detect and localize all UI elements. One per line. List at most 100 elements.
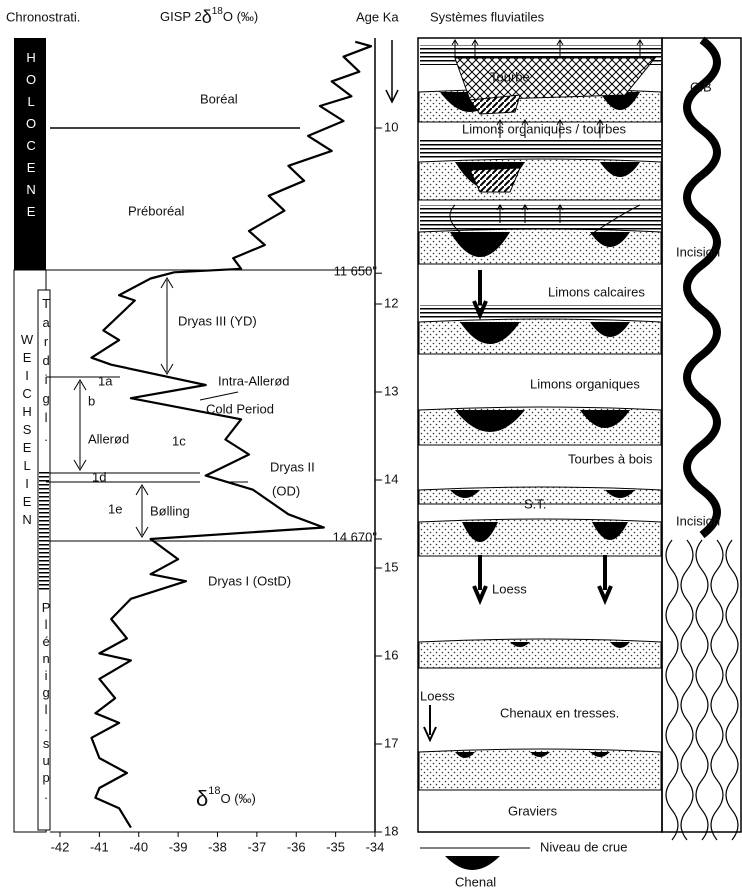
x-tick-label: -35 xyxy=(326,839,345,854)
period-label: Dryas III (YD) xyxy=(178,313,257,328)
fluvial-label: Graviers xyxy=(508,803,558,818)
period-label: Dryas I (OstD) xyxy=(208,573,291,588)
legend-flood: Niveau de crue xyxy=(540,839,627,854)
y-tick-label: 14 670" xyxy=(333,529,378,544)
planform-label: C.B xyxy=(690,79,712,94)
header-age: Age Ka xyxy=(356,9,399,24)
pleniglaciaire-label: Plénigl.sup. xyxy=(39,600,54,804)
channel xyxy=(600,92,640,110)
header-chronostrat: Chronostrati. xyxy=(6,9,80,24)
period-label: Dryas II xyxy=(270,459,315,474)
xlabel-rest: O (‰) xyxy=(221,791,256,806)
period-label: (OD) xyxy=(272,483,300,498)
aggradation-arrow xyxy=(496,119,504,138)
period-label: Bølling xyxy=(150,503,190,518)
stratified-layer xyxy=(420,305,661,320)
stratified-layer xyxy=(420,140,661,160)
bolling-arrow xyxy=(135,484,149,538)
ground xyxy=(418,748,662,791)
x-tick-label: -39 xyxy=(169,839,188,854)
period-label: 1e xyxy=(108,501,122,516)
fluvial-label: Limons organiques / tourbes xyxy=(462,121,627,136)
holocene-label: HOLOCENE xyxy=(24,50,39,226)
holocene-box xyxy=(14,38,46,270)
period-label: Intra-Allerød xyxy=(218,373,290,388)
channel xyxy=(460,322,520,344)
braided-channel xyxy=(710,539,724,841)
period-label: Boréal xyxy=(200,91,238,106)
planform-label: Incision xyxy=(676,513,720,528)
channel xyxy=(590,322,630,337)
y-tick-label: 14 xyxy=(384,471,398,486)
period-label: b xyxy=(88,393,95,408)
channel-symbol xyxy=(445,856,500,870)
gisp-iso: 18 xyxy=(212,6,224,17)
fluvial-label: Loess xyxy=(420,688,455,703)
flow-arrow xyxy=(449,204,641,241)
braided-channel xyxy=(680,539,694,841)
y-tick-label: 15 xyxy=(384,559,398,574)
xlabel-delta: δ xyxy=(196,786,208,811)
channel xyxy=(610,642,630,648)
fluvial-sketches xyxy=(418,36,739,841)
loess-arrow xyxy=(423,705,437,743)
stratified-layer xyxy=(420,205,661,230)
channel xyxy=(450,490,480,498)
weichselien-label: WEICHSELIEN xyxy=(20,332,35,530)
x-tick-label: -37 xyxy=(247,839,266,854)
channel xyxy=(600,162,640,177)
planform-frame xyxy=(661,37,742,833)
braided-channel xyxy=(725,539,739,841)
channel xyxy=(605,490,635,498)
dryas3-arrow xyxy=(160,277,174,375)
x-axis-label: δ18O (‰) xyxy=(196,785,256,811)
period-label: 1c xyxy=(172,433,186,448)
channel xyxy=(450,232,510,257)
fluvial-label: Chenaux en tresses. xyxy=(500,705,619,720)
y-tick-label: 11 650" xyxy=(334,264,378,279)
aggradation-arrow xyxy=(636,39,644,58)
legend-channel: Chenal xyxy=(455,874,496,889)
tardiglaciaire-label: Tardigl. xyxy=(39,296,54,448)
gisp-delta: δ xyxy=(202,7,212,27)
peat-fill xyxy=(454,57,657,101)
channel xyxy=(510,642,530,647)
x-tick-label: -42 xyxy=(51,839,70,854)
fluvial-label: Limons calcaires xyxy=(548,284,645,299)
channel xyxy=(455,752,475,758)
channel xyxy=(530,752,550,757)
aggradation-arrow xyxy=(471,39,479,58)
channel xyxy=(462,522,498,542)
xlabel-iso: 18 xyxy=(208,785,220,797)
aggradation-arrow xyxy=(596,119,604,138)
y-tick-label: 17 xyxy=(384,735,398,750)
planform-label: Incision xyxy=(676,244,720,259)
aggradation-arrow xyxy=(556,119,564,138)
period-label: Cold Period xyxy=(206,401,274,416)
allerod-arrow xyxy=(73,379,87,471)
y-tick-label: 16 xyxy=(384,647,398,662)
y-tick-label: 12 xyxy=(384,295,398,310)
aggradation-arrow xyxy=(556,39,564,58)
meander xyxy=(683,36,721,539)
x-tick-label: -36 xyxy=(287,839,306,854)
channel xyxy=(592,522,628,540)
x-tick-label: -40 xyxy=(129,839,148,854)
isotope-curve xyxy=(90,40,373,829)
incision-arrow xyxy=(472,270,488,321)
age-arrow xyxy=(385,40,399,104)
channel xyxy=(590,752,610,757)
aggradation-arrow xyxy=(521,204,529,223)
ground xyxy=(418,638,662,669)
channel xyxy=(580,410,630,428)
aggradation-arrow xyxy=(496,204,504,223)
period-label: 1a xyxy=(98,373,113,388)
y-tick-label: 18 xyxy=(384,823,398,838)
header-gisp: GISP 2δ18O (‰) xyxy=(160,6,258,27)
braided-channel xyxy=(695,539,709,841)
channel xyxy=(590,232,630,247)
x-tick-label: -34 xyxy=(366,839,385,854)
fluvial-label: Tourbes à bois xyxy=(568,451,653,466)
gisp-prefix: GISP 2 xyxy=(160,9,202,24)
